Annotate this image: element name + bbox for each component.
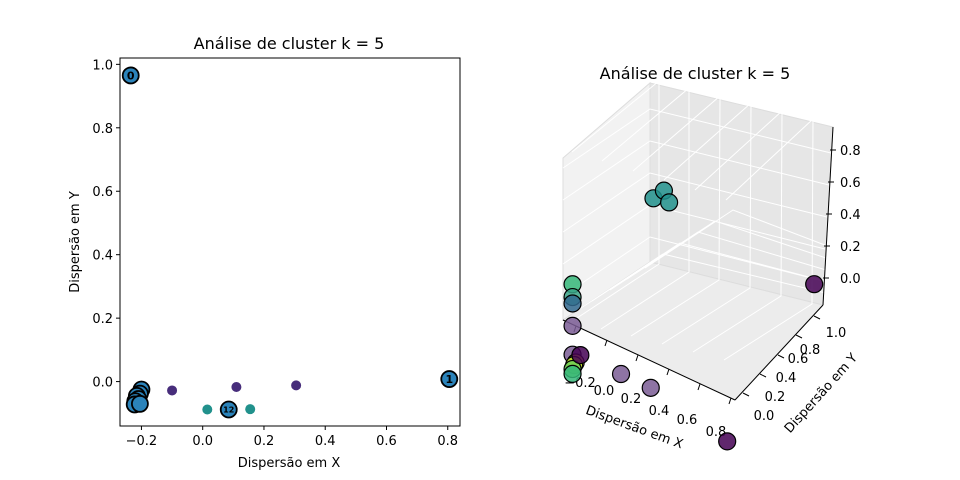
chart-3d-z-ticks: 0.0 0.2 0.4 0.6 0.8 [823, 144, 861, 287]
cluster-center [219, 400, 238, 419]
data-point [291, 380, 302, 391]
cluster-center-label: 12 [223, 406, 234, 415]
cluster-center-label: 1 [445, 373, 453, 386]
chart-3d-x-tick-label: 0.0 [594, 384, 615, 399]
data-point-3d [641, 378, 660, 397]
chart-3d-y-tick-label: 0.4 [776, 371, 797, 386]
data-point [202, 404, 213, 415]
chart-3d-y-axis-line [734, 304, 824, 401]
chart-2d-y-label: Dispersão em Y [68, 191, 83, 293]
x-tick-label: −0.2 [126, 434, 158, 449]
chart-2d-marks: 0 1 12 [121, 66, 459, 419]
y-tick-label: 0.0 [92, 376, 113, 391]
chart-3d-z-tick-label: 0.6 [840, 176, 861, 191]
chart-3d-marks [563, 181, 824, 451]
chart-3d-z-tick-label: 0.4 [840, 208, 861, 223]
chart-2d-title: Análise de cluster k = 5 [194, 34, 385, 53]
chart-3d-x-label: Dispersão em X [583, 403, 685, 452]
chart-2d-x-label: Dispersão em X [238, 456, 341, 471]
data-point-3d [611, 364, 631, 384]
data-point [231, 381, 242, 392]
y-tick-label: 0.2 [92, 312, 113, 327]
chart-2d-y-ticks: 0.0 0.2 0.4 0.6 0.8 1.0 [92, 58, 120, 391]
cluster-center [121, 66, 140, 85]
x-tick-label: 0.4 [315, 434, 336, 449]
chart-3d-z-tick-label: 0.8 [840, 144, 861, 159]
data-point-3d [563, 316, 582, 335]
y-tick-label: 0.6 [92, 185, 113, 200]
chart-3d-x-tick-label: 0.4 [649, 404, 670, 419]
data-point-3d [805, 275, 824, 294]
chart-3d: Análise de cluster k = 5 [561, 64, 861, 452]
data-point-3d [563, 294, 582, 313]
chart-3d-x-axis-line [562, 319, 736, 401]
chart-3d-z-axis-line [822, 126, 834, 306]
chart-3d-z-tick-label: 0.2 [840, 240, 861, 255]
chart-2d: Análise de cluster k = 5 0 1 12 −0.2 0.0 0.2… [68, 34, 461, 471]
chart-3d-y-tick-label: 0.8 [800, 343, 821, 358]
chart-3d-y-ticks: 0.0 0.2 0.4 0.6 0.8 1.0 [742, 315, 847, 424]
x-tick-label: 0.6 [376, 434, 397, 449]
chart-3d-z-tick-label: 0.0 [840, 272, 861, 287]
chart-3d-y-tick-label: 0.2 [765, 390, 786, 405]
x-tick-label: 0.8 [437, 434, 458, 449]
chart-2d-x-ticks: −0.2 0.0 0.2 0.4 0.6 0.8 [126, 426, 458, 449]
chart-3d-grid [562, 79, 852, 361]
cluster-center [131, 394, 149, 413]
y-tick-label: 0.8 [92, 122, 113, 137]
data-point [245, 404, 256, 415]
chart-3d-x-tick-label: 0.6 [677, 413, 698, 428]
y-tick-label: 0.4 [92, 249, 113, 264]
chart-3d-y-tick-label: 1.0 [826, 326, 847, 341]
chart-3d-title: Análise de cluster k = 5 [600, 64, 791, 83]
cluster-center [440, 370, 459, 388]
chart-3d-y-tick-label: 0.6 [788, 352, 809, 367]
data-point-3d [563, 364, 582, 383]
y-tick-label: 1.0 [92, 58, 113, 73]
data-point [167, 385, 178, 396]
x-tick-label: 0.2 [254, 434, 275, 449]
data-point-3d [571, 346, 590, 365]
chart-3d-y-tick-label: 0.0 [754, 409, 775, 424]
data-point-3d [718, 432, 737, 451]
data-point-3d [660, 193, 679, 212]
x-tick-label: 0.0 [192, 434, 213, 449]
chart-2d-axes-frame [119, 57, 461, 427]
cluster-center-label: 0 [127, 69, 135, 82]
chart-3d-x-tick-label: 0.2 [621, 392, 642, 407]
